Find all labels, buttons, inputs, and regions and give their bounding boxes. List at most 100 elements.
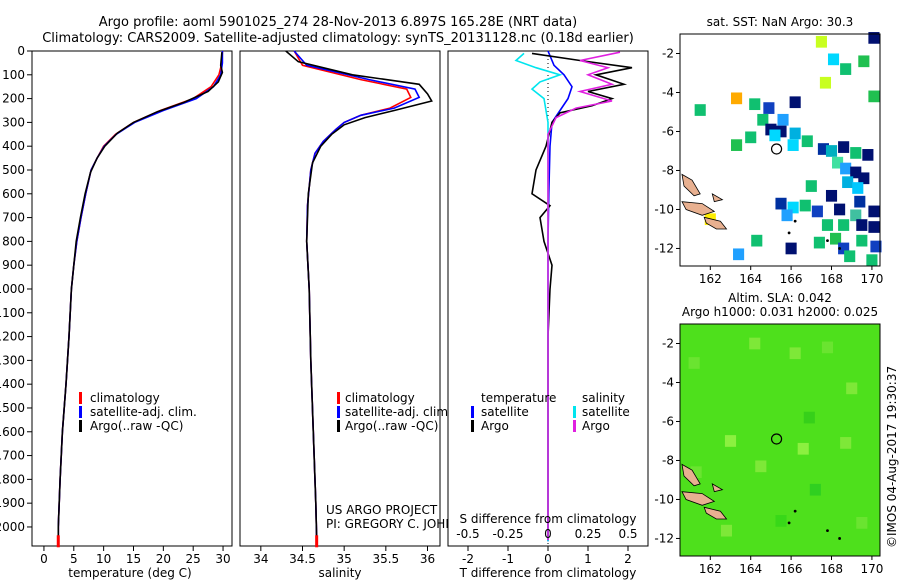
legend-swatch-satellite xyxy=(79,406,82,418)
x-tick-label: 15 xyxy=(126,552,141,566)
map-cell xyxy=(809,483,821,496)
sla-cells xyxy=(688,337,868,537)
island xyxy=(681,463,701,487)
islet xyxy=(838,537,841,540)
map-x-tick-label: 166 xyxy=(780,272,803,286)
salinity-x-axis: 34 34.5 35 35.5 36 xyxy=(253,546,435,566)
legend-label-satellite: satellite-adj. clim. xyxy=(90,405,197,419)
sla-coastline xyxy=(681,463,841,540)
map-cell xyxy=(854,195,866,208)
depth-tick-label: 700 xyxy=(2,211,25,225)
map-cell xyxy=(731,139,743,151)
series-line-t-argo xyxy=(531,52,633,539)
islet xyxy=(793,219,797,223)
depth-tick-label: 1000 xyxy=(0,282,25,296)
map-y-tick-label: -12 xyxy=(654,531,674,545)
map-cell xyxy=(856,234,868,247)
depth-tick-label: 1700 xyxy=(0,449,25,463)
bottom-marker xyxy=(315,535,319,548)
map-y-tick-label: -12 xyxy=(654,241,674,255)
sla-title-line1: Altim. SLA: 0.042 xyxy=(728,291,832,305)
map-cell xyxy=(789,347,801,360)
x-tick-label: 0 xyxy=(544,552,552,566)
map-cell xyxy=(868,32,880,44)
map-cell xyxy=(763,102,775,114)
figure-title-line1: Argo profile: aoml 5901025_274 28-Nov-20… xyxy=(99,15,578,30)
depth-tick-label: 1200 xyxy=(0,330,25,344)
sst-map-frame xyxy=(679,33,881,267)
legend-label-climatology: climatology xyxy=(90,391,160,405)
map-cell xyxy=(688,357,700,369)
map-cell xyxy=(813,236,825,249)
annotation-line: US ARGO PROJECT xyxy=(326,503,438,517)
annotation-line: PI: GREGORY C. JOHNSON xyxy=(326,517,480,531)
map-cell xyxy=(846,382,858,395)
depth-tick-label: 0 xyxy=(17,44,25,58)
map-y-tick-label: -8 xyxy=(662,453,674,467)
legend-swatch-argo xyxy=(337,420,340,432)
legend-swatch-climatology xyxy=(79,392,82,404)
map-cell xyxy=(821,341,834,354)
map-cell xyxy=(733,248,745,261)
legend-label-argo: Argo(..raw -QC) xyxy=(345,419,438,433)
island xyxy=(681,201,716,216)
sst-map-title: sat. SST: NaN Argo: 30.3 xyxy=(707,15,854,29)
islet xyxy=(787,521,791,525)
x-tick-label: -1 xyxy=(502,552,514,566)
depth-tick-label: 200 xyxy=(2,92,25,106)
map-x-tick-label: 164 xyxy=(739,562,762,576)
island xyxy=(703,506,728,520)
map-cell xyxy=(868,90,880,103)
map-cell xyxy=(844,250,856,263)
x-tick-label: 35.5 xyxy=(372,552,399,566)
t-difference-x-axis: -2 -1 0 1 2 xyxy=(462,546,632,566)
island xyxy=(681,173,701,197)
salinity-panel: 34 34.5 35 35.5 36 salinity climatology sate… xyxy=(239,50,480,580)
depth-axis: 0 100 200 300 400 500 600 700 800 900 1000 1100 1200… xyxy=(0,44,32,534)
map-cell xyxy=(856,517,868,529)
map-cell xyxy=(858,55,870,68)
island xyxy=(711,483,724,493)
legend-label-t-satellite: satellite xyxy=(481,405,529,419)
island xyxy=(681,491,716,506)
x-tick-label: 34 xyxy=(253,552,268,566)
map-y-tick-label: -2 xyxy=(662,46,674,60)
map-cell xyxy=(850,209,862,222)
map-cell xyxy=(789,96,801,109)
map-cell xyxy=(724,435,737,447)
sst-coastline xyxy=(681,173,841,250)
map-x-tick-label: 162 xyxy=(699,272,722,286)
map-cell xyxy=(866,254,878,266)
map-cell xyxy=(838,141,850,153)
depth-tick-label: 500 xyxy=(2,163,25,177)
s-tick-label: -0.25 xyxy=(492,527,523,541)
map-cell xyxy=(838,242,850,255)
salinity-x-label: salinity xyxy=(318,566,361,580)
depth-tick-label: 1300 xyxy=(0,353,25,367)
map-y-tick-label: -6 xyxy=(662,124,674,138)
argo-float-marker xyxy=(770,433,783,445)
map-cell xyxy=(749,98,761,111)
s-difference-x-axis: -0.5 -0.25 0 0.25 0.5 xyxy=(456,527,637,541)
x-tick-label: 36 xyxy=(420,552,435,566)
map-cell xyxy=(720,524,733,537)
depth-tick-label: 1100 xyxy=(0,306,25,320)
map-cell xyxy=(694,104,706,116)
legend-header-temperature: temperature xyxy=(481,391,556,405)
island xyxy=(703,216,728,230)
s-tick-label: 0.25 xyxy=(575,527,602,541)
depth-tick-label: 1600 xyxy=(0,425,25,439)
difference-legend: temperature salinity satellite Argo sate… xyxy=(471,391,630,433)
map-cell xyxy=(842,176,854,189)
map-cell xyxy=(858,172,870,185)
temperature-legend: climatology satellite-adj. clim. Argo(..… xyxy=(79,391,197,433)
map-cell xyxy=(870,240,882,253)
map-cell xyxy=(745,131,757,144)
project-annotation: US ARGO PROJECT PI: GREGORY C. JOHNSON xyxy=(326,503,480,531)
legend-swatch-s-argo xyxy=(573,420,576,432)
depth-tick-label: 300 xyxy=(2,115,25,129)
sla-map-frame xyxy=(679,323,881,557)
depth-tick-label: 100 xyxy=(2,68,25,82)
map-cell xyxy=(799,199,811,212)
